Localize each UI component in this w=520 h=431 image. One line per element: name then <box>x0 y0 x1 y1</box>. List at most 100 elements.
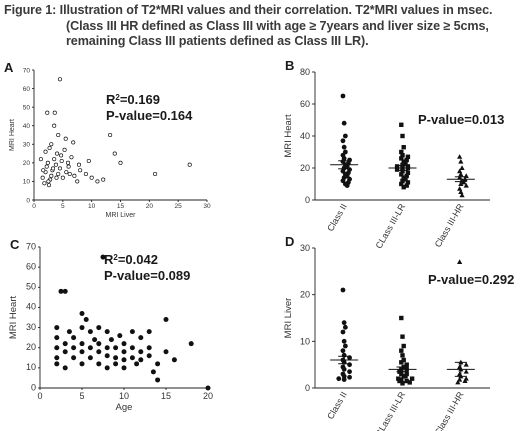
data-point <box>458 181 464 186</box>
data-point <box>138 349 144 355</box>
data-point <box>138 335 144 341</box>
data-point <box>459 192 465 198</box>
data-point <box>394 164 400 169</box>
data-point <box>96 361 102 367</box>
data-point <box>340 348 346 354</box>
y-tick-label: 80 <box>300 67 310 77</box>
y-tick-label: 40 <box>23 123 31 130</box>
data-point <box>52 123 57 128</box>
data-point <box>89 175 94 180</box>
y-tick-label: 0 <box>305 383 310 393</box>
data-point <box>92 337 98 343</box>
data-point <box>400 162 405 167</box>
data-point <box>187 162 192 167</box>
data-point <box>457 259 463 264</box>
p-value-annotation: P-value=0.292 <box>428 272 514 287</box>
x-tick-label: 10 <box>88 203 96 210</box>
data-point <box>340 93 346 99</box>
data-point <box>403 177 408 182</box>
data-point <box>404 183 409 188</box>
y-tick-label: 70 <box>23 67 31 74</box>
data-point <box>108 132 113 138</box>
x-tick-label: 5 <box>79 391 84 401</box>
x-tick-label: 0 <box>32 203 36 210</box>
category-label: Class II <box>325 202 349 233</box>
data-point <box>87 355 93 361</box>
y-tick-label: 10 <box>300 336 310 346</box>
data-point <box>407 380 412 385</box>
data-point <box>56 171 61 177</box>
x-tick-label: 10 <box>119 391 129 401</box>
data-point <box>340 287 346 293</box>
data-point <box>399 149 404 155</box>
data-point <box>104 353 110 359</box>
data-point <box>404 157 409 163</box>
data-point <box>59 158 64 164</box>
data-point <box>341 338 347 344</box>
data-point <box>457 376 463 382</box>
data-point <box>342 133 348 139</box>
data-point <box>83 317 89 323</box>
panel-letter-d: D <box>285 234 294 249</box>
data-point <box>121 357 127 363</box>
data-point <box>45 110 50 115</box>
x-tick-label: 5 <box>61 203 65 210</box>
data-point <box>396 376 401 381</box>
data-point <box>163 317 169 323</box>
data-point <box>59 153 64 158</box>
data-point <box>399 348 404 353</box>
data-point <box>54 361 60 367</box>
data-point <box>463 361 469 367</box>
caption-line-3: remaining Class III patients defined as … <box>66 34 369 48</box>
data-point <box>403 374 408 379</box>
data-point <box>399 360 404 365</box>
data-point <box>66 164 71 169</box>
data-point <box>399 156 404 161</box>
y-axis-label: MRI Heart <box>9 119 16 151</box>
data-point <box>399 371 404 377</box>
data-point <box>65 160 71 165</box>
data-point <box>96 349 102 355</box>
data-point <box>47 145 52 151</box>
data-point <box>41 168 46 173</box>
data-point <box>62 365 68 371</box>
data-point <box>342 343 348 349</box>
data-point <box>341 377 347 382</box>
y-tick-label: 20 <box>300 163 310 173</box>
data-point <box>104 365 110 371</box>
data-point <box>46 179 51 184</box>
data-point <box>129 355 135 361</box>
data-point <box>75 179 80 184</box>
y-tick-label: 40 <box>26 302 36 312</box>
data-point <box>55 151 60 156</box>
y-axis-label: MRI Heart <box>283 114 294 158</box>
data-point <box>146 329 152 335</box>
x-axis-label: Age <box>116 402 133 413</box>
y-tick-label: 40 <box>300 131 310 141</box>
data-point <box>69 155 74 160</box>
data-point <box>399 181 404 187</box>
data-point <box>459 165 465 170</box>
y-tick-label: 0 <box>31 382 36 392</box>
x-tick-label: 20 <box>146 203 154 210</box>
data-point <box>404 371 409 377</box>
data-point <box>153 171 158 177</box>
data-point <box>129 345 135 351</box>
x-tick-label: 25 <box>175 203 183 210</box>
data-point <box>71 335 77 341</box>
panel-b: B 0 20 40 60 80 MRI Heart Class II CLass III-LR C… <box>283 58 504 250</box>
data-point <box>347 374 352 380</box>
data-point <box>129 329 135 335</box>
data-point <box>342 324 348 330</box>
y-tick-label: 60 <box>23 86 31 93</box>
x-tick-label: 15 <box>161 391 171 401</box>
x-tick-label: 20 <box>203 391 213 401</box>
data-point <box>83 171 88 177</box>
data-point <box>463 182 469 188</box>
caption-line-2: (Class III HR defined as Class III with … <box>66 18 489 33</box>
data-point <box>400 169 405 174</box>
data-point <box>54 325 60 331</box>
data-point <box>400 353 405 358</box>
y-tick-label: 10 <box>23 179 31 186</box>
data-point <box>118 160 123 165</box>
